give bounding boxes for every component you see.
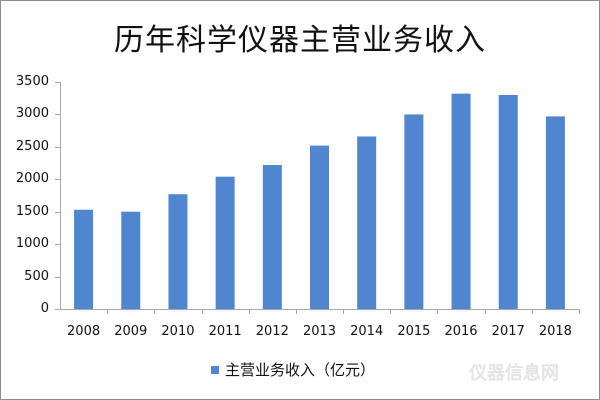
bar-2014 [357, 136, 377, 309]
bar-2018 [545, 116, 565, 309]
x-tick-label: 2013 [302, 324, 337, 339]
y-tick-label: 2000 [15, 171, 49, 187]
bar-2010 [168, 194, 188, 309]
x-tick-label: 2012 [255, 324, 289, 339]
legend-label: 主营业务收入（亿元） [225, 361, 376, 379]
y-tick-label: 1500 [15, 203, 49, 219]
bar-2008 [74, 209, 94, 309]
x-tick-label: 2008 [67, 324, 101, 339]
bar-2016 [451, 93, 471, 309]
x-tick-label: 2018 [538, 324, 572, 339]
bar-2009 [121, 211, 141, 309]
bar-2013 [310, 145, 329, 309]
bar-2017 [498, 94, 518, 309]
legend: 主营业务收入（亿元） [211, 359, 375, 380]
legend-swatch [211, 365, 219, 374]
y-tick-label: 1000 [15, 236, 49, 252]
x-tick-label: 2017 [491, 324, 525, 339]
bar-2012 [262, 165, 282, 309]
y-tick-label: 2500 [15, 138, 49, 154]
x-tick-label: 2015 [397, 324, 431, 339]
y-tick-label: 500 [24, 268, 49, 284]
chart-title: 历年科学仪器主营业务收入 [114, 23, 486, 58]
x-tick-label: 2010 [161, 324, 195, 339]
x-tick-label: 2014 [350, 324, 384, 339]
x-tick-label: 2016 [444, 324, 478, 339]
y-tick-label: 0 [40, 301, 49, 316]
bar-2015 [404, 114, 424, 309]
x-tick-label: 2009 [114, 324, 148, 339]
watermark: 仪器信息网 [469, 363, 559, 384]
x-tick-label: 2011 [208, 324, 242, 339]
y-tick-label: 3500 [15, 74, 49, 89]
bar-2011 [215, 176, 235, 309]
y-tick-label: 3000 [15, 106, 49, 122]
